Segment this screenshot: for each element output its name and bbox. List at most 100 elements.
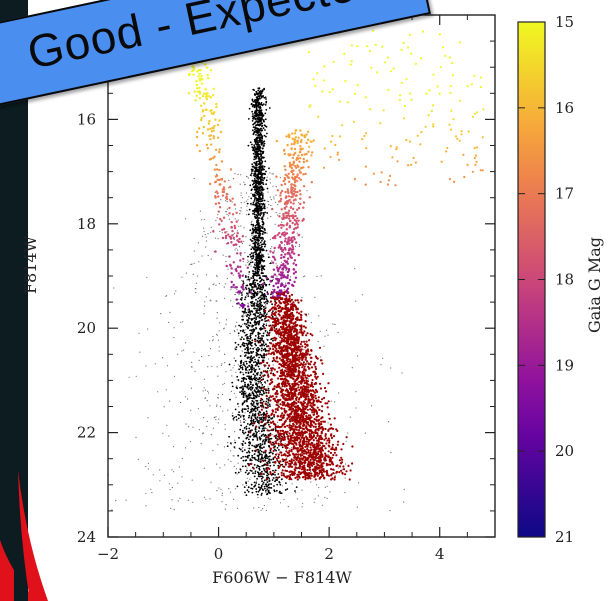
black-sequence-point bbox=[274, 445, 276, 448]
black-sequence-point bbox=[251, 328, 254, 331]
red-sequence-point bbox=[312, 453, 315, 456]
black-sequence-point bbox=[253, 237, 255, 240]
black-sequence-point bbox=[236, 375, 239, 378]
field-star-point bbox=[238, 406, 240, 408]
field-star-point bbox=[301, 489, 303, 491]
red-sequence-point bbox=[330, 427, 333, 430]
black-sequence-point bbox=[258, 315, 260, 317]
black-sequence-point bbox=[268, 107, 271, 109]
red-sequence-point bbox=[266, 406, 269, 409]
field-star-point bbox=[230, 369, 232, 371]
black-sequence-point bbox=[255, 104, 257, 106]
black-sequence-point bbox=[251, 261, 254, 263]
field-star-point bbox=[147, 417, 149, 419]
field-star-point bbox=[207, 233, 209, 235]
field-star-point bbox=[303, 313, 305, 315]
black-sequence-point bbox=[244, 455, 247, 458]
field-star-point bbox=[172, 446, 175, 448]
field-star-point bbox=[203, 230, 205, 232]
black-sequence-point bbox=[244, 465, 247, 468]
black-sequence-point bbox=[295, 486, 298, 488]
field-star-point bbox=[302, 502, 304, 504]
black-sequence-point bbox=[281, 463, 284, 466]
red-sequence-point bbox=[317, 396, 320, 399]
black-sequence-point bbox=[249, 388, 252, 391]
black-sequence-point bbox=[248, 271, 251, 273]
field-star-point bbox=[324, 486, 326, 488]
black-sequence-point bbox=[248, 310, 251, 313]
black-sequence-point bbox=[257, 359, 259, 362]
black-sequence-point bbox=[260, 205, 263, 208]
field-star-point bbox=[162, 357, 164, 359]
black-sequence-point bbox=[263, 134, 266, 137]
black-sequence-point bbox=[258, 111, 261, 114]
field-star-point bbox=[238, 225, 240, 227]
black-sequence-point bbox=[255, 186, 258, 189]
black-sequence-point bbox=[250, 459, 253, 462]
black-sequence-point bbox=[259, 93, 262, 96]
black-sequence-point bbox=[231, 385, 234, 388]
field-star-point bbox=[239, 183, 241, 185]
black-sequence-point bbox=[241, 377, 244, 380]
black-sequence-point bbox=[267, 455, 270, 458]
black-sequence-point bbox=[260, 213, 262, 215]
black-sequence-point bbox=[267, 402, 269, 404]
field-star-point bbox=[219, 230, 221, 233]
black-sequence-point bbox=[265, 295, 268, 298]
black-sequence-point bbox=[255, 298, 257, 301]
black-sequence-point bbox=[257, 157, 260, 160]
black-sequence-point bbox=[262, 279, 265, 282]
black-sequence-point bbox=[263, 120, 265, 123]
field-star-point bbox=[334, 475, 336, 477]
black-sequence-point bbox=[242, 282, 245, 285]
red-sequence-point bbox=[288, 385, 292, 388]
field-star-point bbox=[113, 287, 115, 289]
black-sequence-point bbox=[262, 287, 264, 289]
black-sequence-point bbox=[264, 348, 267, 351]
black-sequence-point bbox=[263, 281, 266, 284]
black-sequence-point bbox=[246, 292, 248, 295]
red-sequence-point bbox=[286, 461, 289, 464]
black-sequence-point bbox=[258, 417, 261, 419]
field-star-point bbox=[173, 327, 175, 329]
black-sequence-point bbox=[261, 272, 264, 275]
field-star-point bbox=[234, 232, 236, 234]
black-sequence-point bbox=[259, 182, 261, 184]
black-sequence-point bbox=[255, 264, 258, 267]
field-star-point bbox=[242, 314, 244, 316]
red-sequence-point bbox=[324, 402, 327, 405]
field-star-point bbox=[237, 265, 239, 267]
field-star-point bbox=[232, 233, 235, 235]
field-star-point bbox=[226, 208, 228, 210]
red-sequence-point bbox=[333, 451, 336, 454]
field-star-point bbox=[227, 268, 229, 270]
black-sequence-point bbox=[254, 315, 257, 317]
black-sequence-point bbox=[246, 349, 249, 352]
black-sequence-point bbox=[265, 108, 268, 111]
field-star-point bbox=[326, 497, 328, 499]
red-sequence-point bbox=[327, 474, 330, 477]
red-sequence-point bbox=[310, 366, 314, 369]
black-sequence-point bbox=[252, 408, 255, 411]
black-sequence-point bbox=[261, 427, 264, 430]
black-sequence-point bbox=[253, 322, 256, 324]
field-star-point bbox=[232, 178, 235, 180]
red-sequence-point bbox=[311, 430, 314, 434]
black-sequence-point bbox=[237, 417, 240, 420]
black-sequence-point bbox=[255, 109, 258, 111]
red-sequence-point bbox=[280, 337, 284, 340]
black-sequence-point bbox=[263, 142, 266, 145]
field-star-point bbox=[401, 372, 403, 374]
black-sequence-point bbox=[254, 126, 257, 129]
black-sequence-point bbox=[253, 356, 256, 358]
field-star-point bbox=[139, 351, 141, 353]
field-star-point bbox=[198, 261, 200, 263]
black-sequence-point bbox=[267, 434, 270, 436]
black-sequence-point bbox=[253, 369, 256, 371]
red-sequence-point bbox=[264, 422, 267, 425]
black-sequence-point bbox=[268, 491, 270, 494]
black-sequence-point bbox=[257, 270, 260, 273]
field-star-point bbox=[355, 300, 357, 302]
black-sequence-point bbox=[258, 146, 260, 148]
red-sequence-point bbox=[265, 463, 268, 466]
